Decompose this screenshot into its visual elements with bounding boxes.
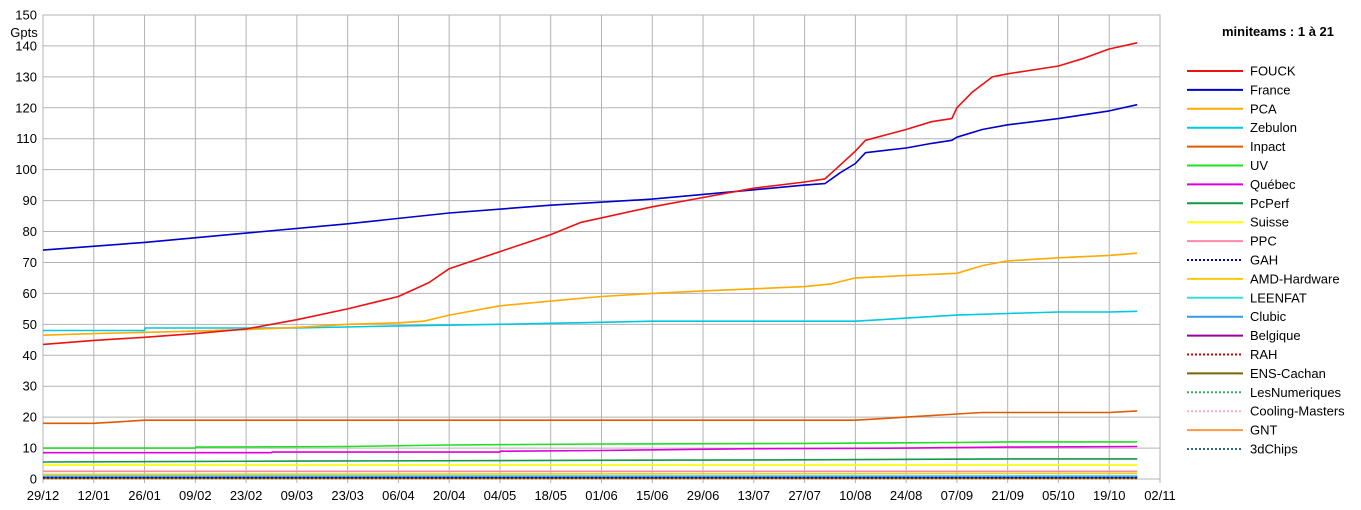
y-tick-label: 140 [15,38,37,53]
y-tick-label: 10 [23,441,37,456]
legend-label-pca: PCA [1250,101,1277,116]
x-tick-label: 04/05 [484,488,517,503]
y-tick-label: 80 [23,224,37,239]
y-axis: 0 10 20 30 40 50 60 70 80 90 100 110 120 130 140 150 [15,8,37,487]
y-tick-label: 50 [23,317,37,332]
y-tick-label: 70 [23,255,37,270]
legend-label-pcperf: PcPerf [1250,196,1289,211]
legend-label-clubic: Clubic [1250,309,1287,324]
x-tick-label: 07/09 [941,488,974,503]
legend-label-zebulon: Zebulon [1250,120,1297,135]
legend-label-inpact: Inpact [1250,139,1286,154]
y-tick-label: 100 [15,162,37,177]
y-tick-label: 20 [23,410,37,425]
x-tick-label: 24/08 [890,488,923,503]
legend-label-gnt: GNT [1250,423,1278,438]
y-tick-label: 150 [15,8,37,23]
legend-label-rah: RAH [1250,347,1277,362]
legend-label-belgique: Belgique [1250,328,1301,343]
y-tick-label: 30 [23,379,37,394]
x-tick-label: 06/04 [382,488,415,503]
grid [42,14,1161,483]
legend-label-3dchips: 3dChips [1250,442,1298,457]
x-tick-label: 29/12 [27,488,60,503]
legend: FOUCK France PCA Zebulon Inpact UV Québec PcPer… [1187,64,1345,457]
x-tick-label: 09/02 [179,488,212,503]
x-tick-label: 05/10 [1042,488,1075,503]
x-tick-label: 26/01 [128,488,161,503]
series-line-pcperf [42,458,1138,463]
y-tick-label: 40 [23,348,37,363]
x-tick-label: 02/11 [1144,488,1176,503]
legend-label-suisse: Suisse [1250,215,1289,230]
x-tick-label: 13/07 [738,488,771,503]
series-line-france [42,103,1138,251]
x-tick-label: 23/02 [230,488,263,503]
x-tick-label: 23/03 [331,488,364,503]
legend-label-cooling-masters: Cooling-Masters [1250,404,1345,419]
legend-label-leenfat: LEENFAT [1250,290,1307,305]
legend-label-qu-bec: Québec [1250,177,1296,192]
series-line-uv [43,441,1138,449]
x-tick-label: 12/01 [77,488,110,503]
x-tick-label: 09/03 [281,488,314,503]
series-line-fouck [42,42,1138,346]
legend-label-fouck: FOUCK [1250,64,1296,79]
x-tick-label: 19/10 [1093,488,1126,503]
series-line-pca [42,252,1138,336]
y-axis-title: Gpts [10,25,38,40]
x-axis: 29/12 12/01 26/01 09/02 23/02 09/03 23/03 06/04… [27,488,1176,503]
series-line-qu-bec [43,445,1138,454]
y-tick-label: 130 [15,69,37,84]
x-tick-label: 18/05 [534,488,567,503]
series-line-zebulon [43,310,1138,332]
x-tick-label: 10/08 [839,488,872,503]
legend-label-ppc: PPC [1250,234,1277,249]
x-tick-label: 27/07 [788,488,821,503]
series-line-inpact [43,410,1138,425]
x-tick-label: 29/06 [687,488,720,503]
x-tick-label: 21/09 [991,488,1024,503]
y-tick-label: 0 [30,472,37,487]
legend-label-amd-hardware: AMD-Hardware [1250,271,1340,286]
y-tick-label: 110 [16,131,37,146]
legend-label-gah: GAH [1250,253,1278,268]
legend-label-france: France [1250,82,1290,97]
x-tick-label: 01/06 [585,488,618,503]
series-lines [42,42,1138,480]
x-tick-label: 20/04 [433,488,466,503]
x-tick-label: 15/06 [636,488,669,503]
legend-label-ens-cachan: ENS-Cachan [1250,366,1326,381]
y-tick-label: 60 [23,286,37,301]
y-tick-label: 90 [23,193,37,208]
y-tick-label: 120 [15,100,37,115]
series-line-amd-hardware [42,472,1138,476]
legend-label-lesnumeriques: LesNumeriques [1250,385,1342,400]
legend-title: miniteams : 1 à 21 [1222,24,1334,39]
legend-label-uv: UV [1250,158,1268,173]
